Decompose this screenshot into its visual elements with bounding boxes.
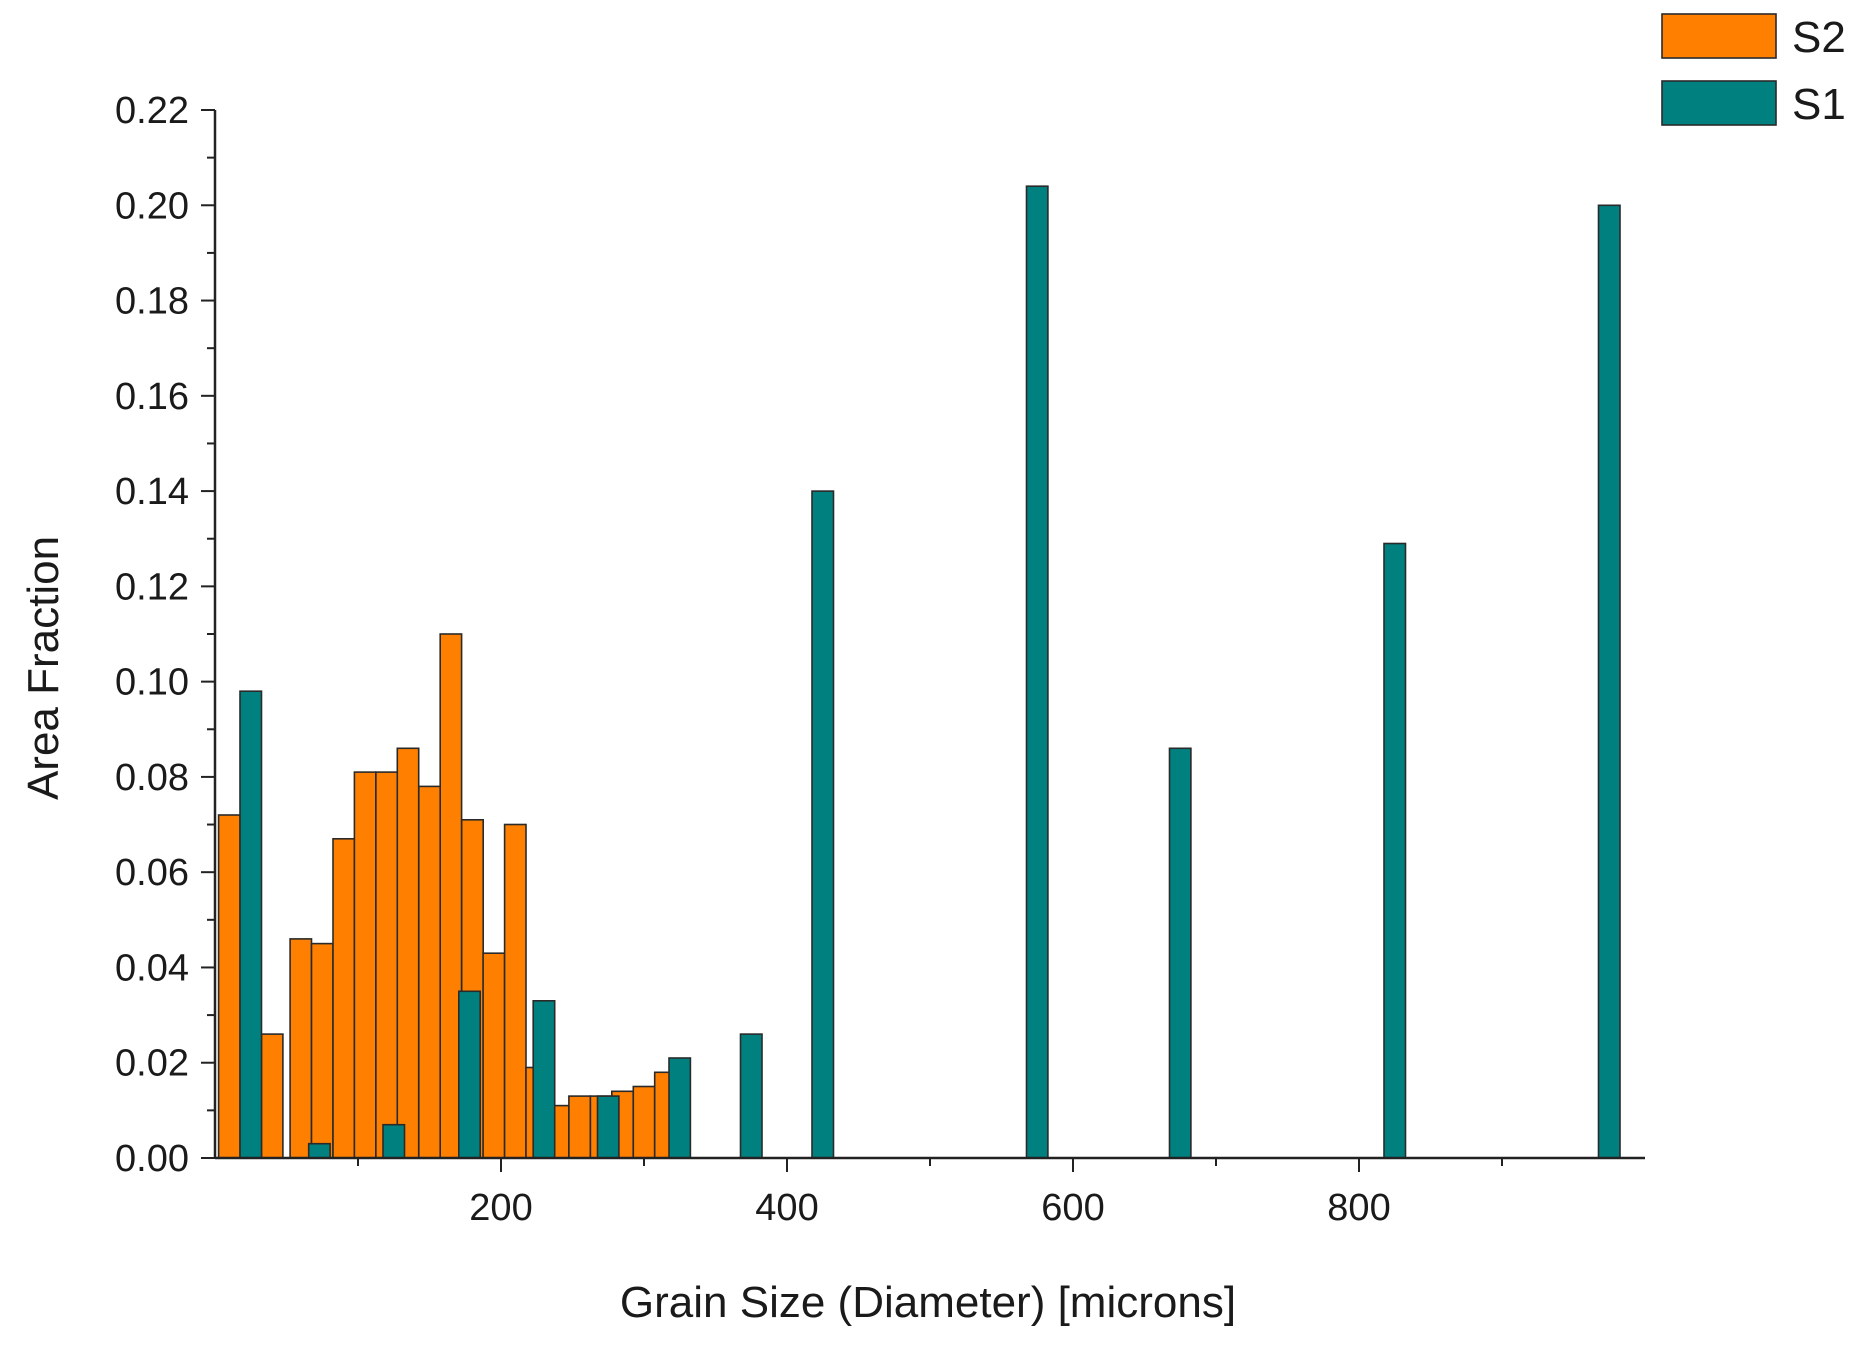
y-tick-label: 0.14 xyxy=(115,471,189,513)
bar-s1-5 xyxy=(532,999,556,1159)
bar-s2-19 xyxy=(632,1085,656,1159)
bar-s2-12 xyxy=(482,952,506,1159)
bar-s2-9 xyxy=(417,785,442,1159)
bar-s2-1 xyxy=(217,814,241,1159)
y-axis-ticks: 0.00 0.02 0.04 0.06 0.08 0.10 0.12 0.14 0.16 0.18… xyxy=(115,90,215,1180)
y-tick-label: 0.10 xyxy=(115,662,189,704)
x-axis-ticks: 200 400 600 800 xyxy=(357,1158,1503,1229)
y-axis-title: Area Fraction xyxy=(19,536,68,800)
bar-s1-7 xyxy=(668,1057,692,1159)
x-tick-label: 400 xyxy=(755,1187,818,1229)
bar-s2-6 xyxy=(353,771,377,1159)
legend-label-s2: S2 xyxy=(1792,13,1846,62)
x-tick-label: 600 xyxy=(1041,1187,1104,1229)
bar-s1-3 xyxy=(382,1123,406,1159)
bar-s2-2 xyxy=(260,1033,284,1159)
bar-s1-9 xyxy=(811,490,835,1159)
x-tick-label: 200 xyxy=(469,1187,532,1229)
y-tick-label: 0.18 xyxy=(115,281,189,323)
bar-s2-13 xyxy=(503,823,527,1159)
bar-s1-2 xyxy=(307,1142,331,1159)
series-s2-bars xyxy=(217,633,678,1159)
bar-s1-10 xyxy=(1025,185,1049,1159)
bar-s1-4 xyxy=(457,990,481,1159)
bar-s1-6 xyxy=(596,1095,620,1159)
y-tick-label: 0.22 xyxy=(115,90,189,132)
y-tick-label: 0.08 xyxy=(115,757,189,799)
bar-s2-8 xyxy=(396,747,420,1159)
bar-s2-3 xyxy=(289,938,313,1159)
bar-s1-13 xyxy=(1597,204,1621,1159)
bar-s2-5 xyxy=(332,837,356,1159)
bar-s1-12 xyxy=(1383,542,1407,1159)
y-tick-label: 0.00 xyxy=(115,1138,189,1180)
y-tick-label: 0.12 xyxy=(115,566,189,608)
y-tick-label: 0.16 xyxy=(115,376,189,418)
bar-s2-4 xyxy=(310,942,334,1159)
legend-swatch-s2 xyxy=(1661,13,1777,59)
legend-label-s1: S1 xyxy=(1792,80,1846,129)
x-axis-title: Grain Size (Diameter) [microns] xyxy=(620,1278,1236,1327)
bar-s1-11 xyxy=(1168,747,1192,1159)
y-tick-label: 0.04 xyxy=(115,947,189,989)
bar-s1-1 xyxy=(239,690,263,1159)
y-tick-label: 0.02 xyxy=(115,1043,189,1085)
series-s1-bars xyxy=(239,185,1621,1159)
y-tick-label: 0.06 xyxy=(115,852,189,894)
bar-s2-7 xyxy=(375,771,399,1159)
bar-s2-16 xyxy=(568,1095,592,1159)
bar-s1-8 xyxy=(739,1033,763,1159)
legend-swatch-s1 xyxy=(1661,80,1777,126)
x-tick-label: 800 xyxy=(1327,1187,1390,1229)
y-tick-label: 0.20 xyxy=(115,185,189,227)
